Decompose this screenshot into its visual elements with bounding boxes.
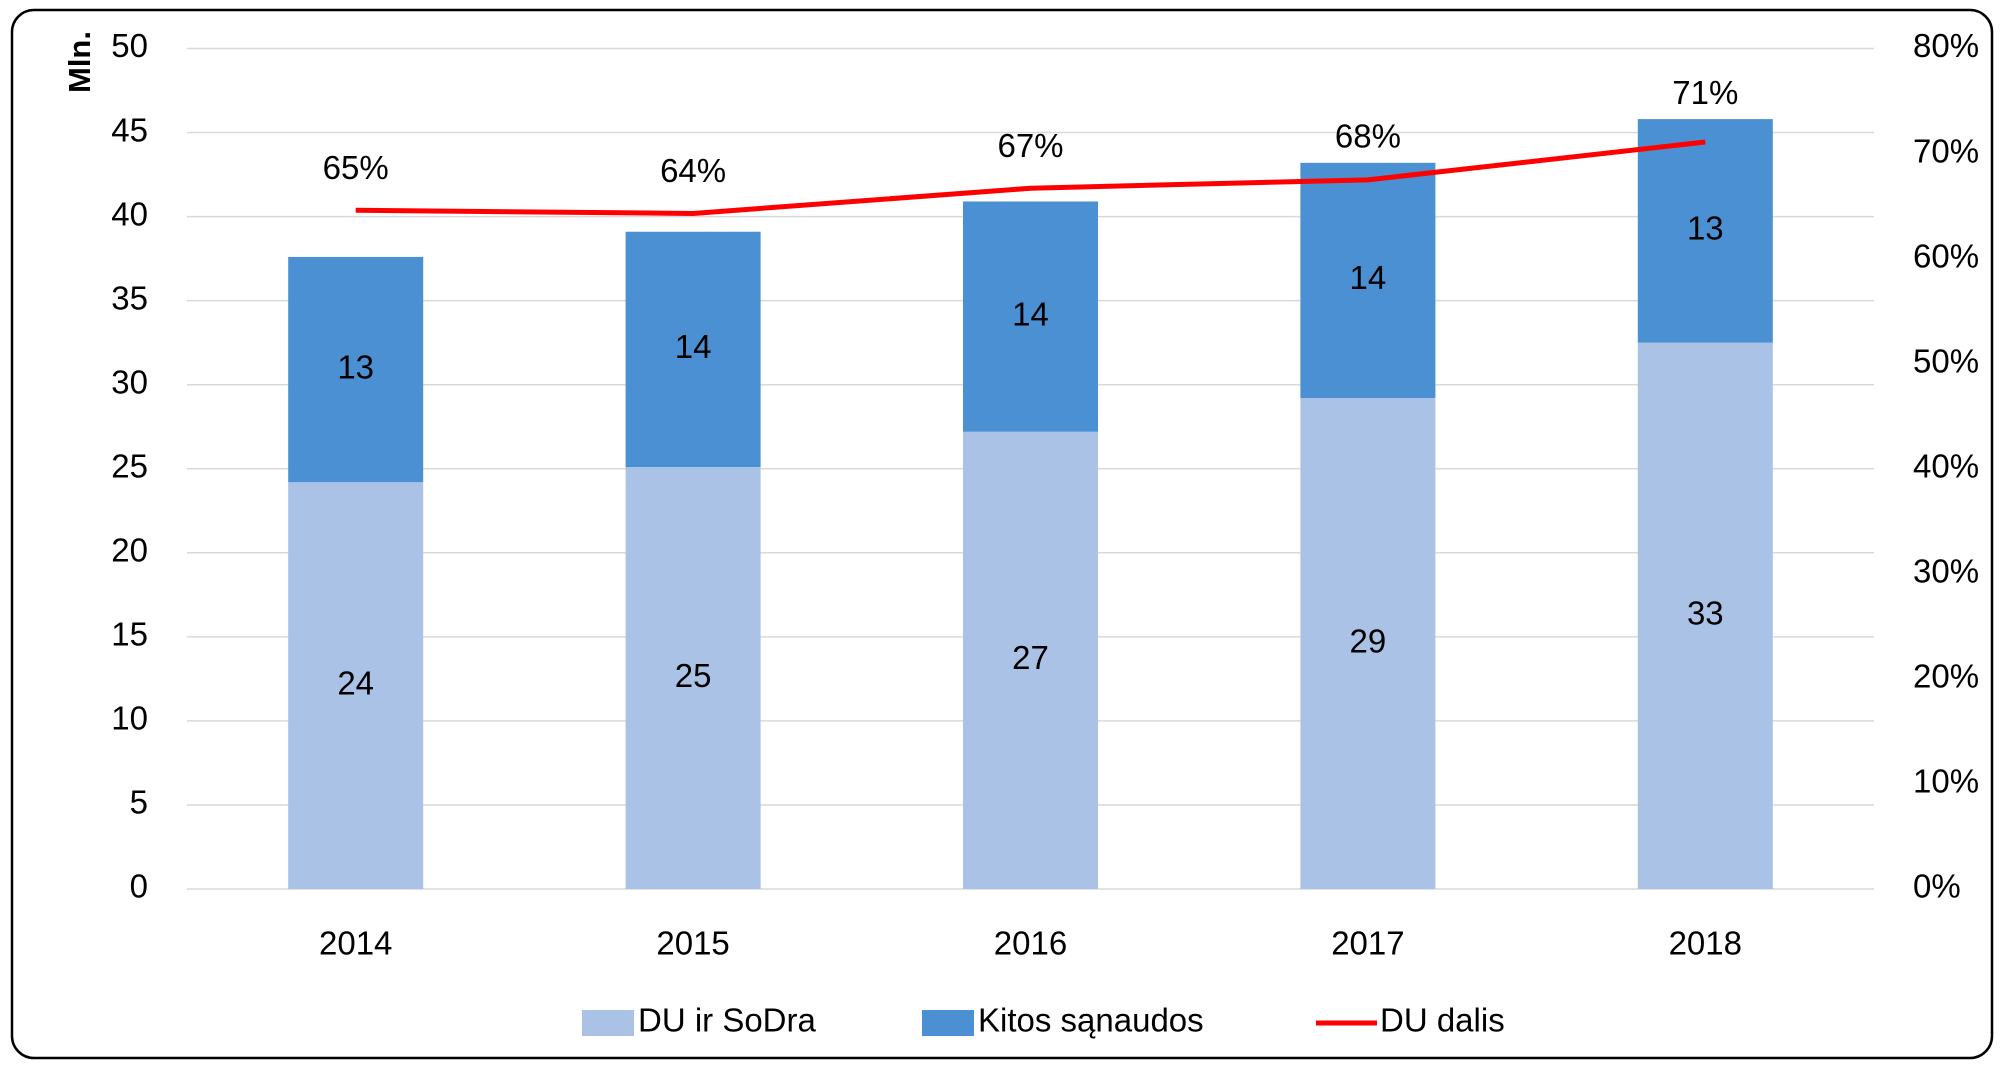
bar-segment [1300,398,1436,889]
data-label: 24 [337,664,374,701]
y-axis-label: Mln. [62,31,97,93]
data-label: 67% [997,127,1063,164]
y2-tick-label: 10% [1913,763,1979,800]
y-tick-label: 35 [111,279,148,316]
line-series [355,139,1706,216]
bar-segment [625,467,761,889]
y-tick-label: 20 [111,532,148,569]
data-label: 27 [1012,639,1049,676]
bar-segment [288,256,424,483]
y2-tick-label: 0% [1913,868,1961,905]
y2-tick-label: 80% [1913,27,1979,64]
bar-segment [1637,119,1773,343]
legend-label: DU dalis [1380,1002,1505,1039]
bar-segment [625,231,761,468]
x-tick-label: 2015 [656,925,729,962]
data-label: 68% [1335,118,1401,155]
data-label: 14 [675,328,712,365]
data-label: 65% [323,149,389,186]
y-tick-label: 25 [111,447,148,484]
y2-tick-label: 20% [1913,658,1979,695]
y2-tick-label: 60% [1913,237,1979,274]
y-tick-label: 45 [111,111,148,148]
y-tick-label: 0 [130,868,148,905]
x-tick-label: 2016 [994,925,1067,962]
data-label: 13 [337,348,374,385]
data-label: 14 [1350,259,1387,296]
data-label: 33 [1687,595,1724,632]
x-tick-label: 2018 [1669,925,1742,962]
x-tick-label: 2017 [1331,925,1404,962]
y-tick-label: 40 [111,195,148,232]
data-label: 29 [1350,622,1387,659]
data-label: 13 [1687,210,1724,247]
y-tick-label: 5 [130,784,148,821]
data-label: 71% [1672,74,1738,111]
x-tick-label: 2014 [319,925,392,962]
bar-segment [963,431,1098,889]
legend-label: DU ir SoDra [638,1002,817,1039]
y2-tick-label: 40% [1913,447,1979,484]
bar-segment [963,201,1098,432]
bar-segment [1637,342,1773,889]
y2-tick-label: 30% [1913,553,1979,590]
y2-tick-label: 50% [1913,342,1979,379]
y-tick-label: 15 [111,616,148,653]
bar-segment [1300,162,1436,399]
y2-tick-label: 70% [1913,132,1979,169]
data-label: 14 [1012,295,1049,332]
y-tick-label: 50 [111,27,148,64]
y-tick-label: 30 [111,363,148,400]
y-tick-label: 10 [111,700,148,737]
data-label: 25 [675,657,712,694]
legend-label: Kitos sąnaudos [978,1002,1204,1039]
legend-symbol [922,1010,974,1036]
data-label: 64% [660,152,726,189]
legend-symbol [582,1010,634,1036]
bar-segment [288,482,424,889]
